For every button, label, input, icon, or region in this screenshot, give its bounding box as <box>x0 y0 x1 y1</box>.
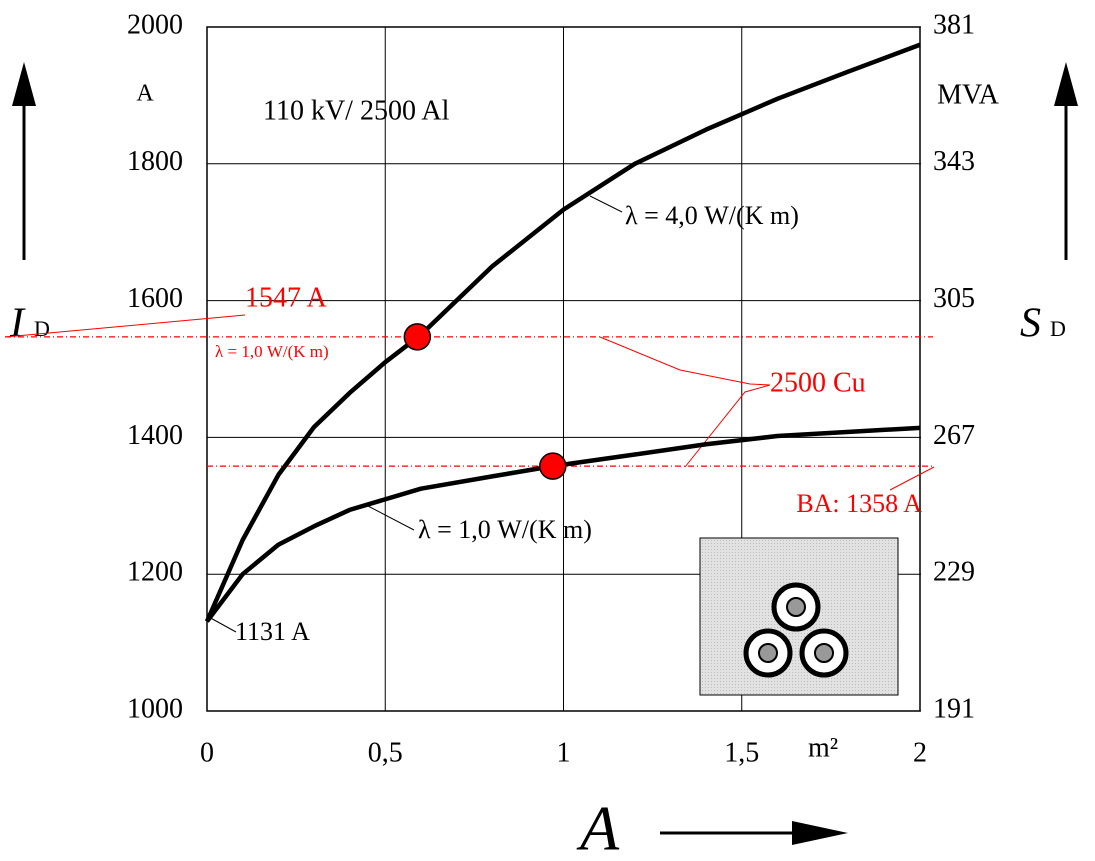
series-line <box>205 425 921 623</box>
cable-icon <box>699 537 899 696</box>
y-tick-label: 1600 <box>127 283 183 314</box>
axis-arrows <box>12 62 1078 845</box>
series-label: λ = 1,0 W/(K m) <box>418 515 592 544</box>
start-label: 1131 A <box>235 617 310 646</box>
reference-label: 1547 A <box>245 282 327 313</box>
x-label: A <box>576 793 620 861</box>
y2-label: S <box>1020 301 1041 347</box>
y-tick-label: 1800 <box>127 146 183 177</box>
y2-tick-label: 343 <box>933 146 975 177</box>
y-tick-label: 1200 <box>127 557 183 588</box>
y-tick-label: 2000 <box>127 9 183 40</box>
x-tick-label: 1,5 <box>724 737 759 768</box>
y2-tick-label: 191 <box>933 693 975 724</box>
x-tick-label: 2 <box>913 737 927 768</box>
y2-tick-label: 229 <box>933 557 975 588</box>
leader <box>684 384 771 468</box>
y-unit: A <box>136 81 154 107</box>
series-label: λ = 4,0 W/(K m) <box>625 201 799 230</box>
x-unit: m² <box>808 732 838 763</box>
y2-tick-label: 381 <box>933 9 975 40</box>
y2-tick-label: 267 <box>933 420 975 451</box>
leader <box>367 505 415 531</box>
plot-frame <box>206 26 921 712</box>
y2-tick-label: 305 <box>933 283 975 314</box>
leader <box>206 615 237 633</box>
x-tick-label: 0 <box>200 737 214 768</box>
leader <box>589 195 623 213</box>
y-tick-label: 1400 <box>127 420 183 451</box>
point <box>403 323 432 351</box>
leader <box>4 314 246 338</box>
y-label-sub: D <box>34 316 50 341</box>
y2-unit: MVA <box>937 79 1000 110</box>
x-tick-label: 1 <box>557 737 571 768</box>
reference-note: λ = 1,0 W/(K m) <box>215 342 329 361</box>
leader <box>889 466 935 491</box>
y2-label-sub: D <box>1050 316 1066 341</box>
y-label: I <box>9 301 26 347</box>
leader <box>599 336 771 386</box>
y-tick-label: 1000 <box>127 693 183 724</box>
cu-label: 2500 Cu <box>770 367 866 398</box>
marks: 1547 A λ = 1,0 W/(K m) BA: 1358 A 2500 Cu λ … <box>4 42 935 646</box>
series-line <box>204 42 921 623</box>
reference-label: BA: 1358 A <box>796 489 922 518</box>
point <box>539 452 567 480</box>
chart-title: 110 kV/ 2500 Al <box>263 95 450 126</box>
x-tick-label: 0,5 <box>368 737 403 768</box>
